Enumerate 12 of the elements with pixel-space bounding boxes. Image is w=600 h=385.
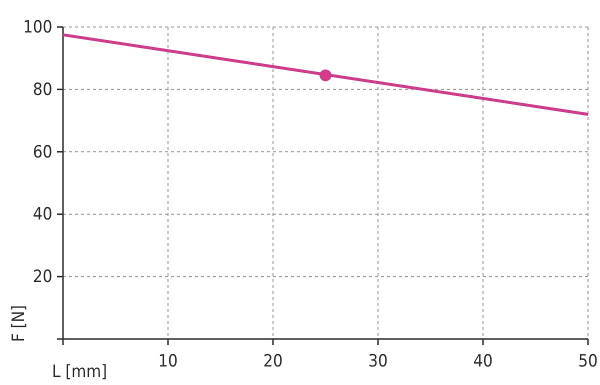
y-tick-label: 80 bbox=[32, 80, 52, 100]
y-tick-label: 60 bbox=[32, 142, 52, 162]
x-tick-label: 50 bbox=[578, 352, 598, 372]
x-tick-label: 20 bbox=[263, 352, 283, 372]
x-tick-label: 10 bbox=[158, 352, 178, 372]
x-tick-label: 40 bbox=[473, 352, 493, 372]
y-tick-label: 20 bbox=[32, 267, 52, 288]
y-axis-title: F [N] bbox=[9, 304, 29, 342]
y-tick-label: 100 bbox=[23, 17, 52, 38]
x-tick-label: 30 bbox=[368, 352, 388, 372]
x-axis-title: L [mm] bbox=[52, 362, 108, 382]
y-tick-label: 40 bbox=[32, 204, 52, 225]
